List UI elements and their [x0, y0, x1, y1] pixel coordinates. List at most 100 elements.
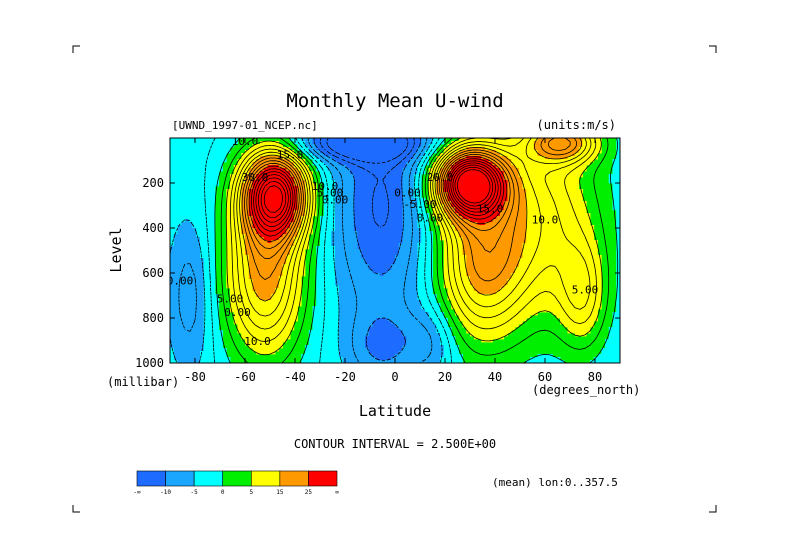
contour-fill-cell: [503, 258, 508, 262]
contour-fill-cell: [507, 228, 512, 232]
contour-fill-cell: [323, 186, 328, 190]
contour-fill-cell: [545, 150, 550, 154]
contour-fill-cell: [537, 177, 542, 181]
contour-fill-cell: [575, 171, 580, 175]
contour-fill-cell: [263, 273, 268, 277]
contour-fill-cell: [548, 156, 553, 160]
contour-fill-cell: [481, 237, 486, 241]
contour-fill-cell: [402, 207, 407, 211]
contour-fill-cell: [485, 267, 490, 271]
contour-fill-cell: [338, 246, 343, 250]
contour-fill-cell: [391, 261, 396, 265]
contour-fill-cell: [361, 201, 366, 205]
contour-fill-cell: [185, 270, 190, 274]
contour-fill-cell: [541, 201, 546, 205]
contour-fill-cell: [436, 189, 441, 193]
contour-fill-cell: [278, 231, 283, 235]
contour-fill-cell: [511, 153, 516, 157]
contour-fill-cell: [593, 153, 598, 157]
contour-fill-cell: [278, 153, 283, 157]
contour-fill-cell: [406, 276, 411, 280]
contour-fill-cell: [282, 156, 287, 160]
contour-fill-cell: [462, 141, 467, 145]
contour-fill-cell: [237, 228, 242, 232]
contour-fill-cell: [196, 231, 201, 235]
contour-fill-cell: [522, 183, 527, 187]
contour-fill-cell: [200, 138, 205, 142]
contour-fill-cell: [406, 267, 411, 271]
contour-fill-cell: [530, 168, 535, 172]
contour-fill-cell: [522, 138, 527, 142]
contour-fill-cell: [245, 159, 250, 163]
contour-fill-cell: [503, 207, 508, 211]
contour-fill-cell: [515, 195, 520, 199]
contour-fill-cell: [203, 225, 208, 229]
contour-fill-cell: [590, 252, 595, 256]
contour-fill-cell: [391, 258, 396, 262]
contour-fill-cell: [353, 243, 358, 247]
contour-fill-cell: [185, 141, 190, 145]
contour-fill-cell: [248, 204, 253, 208]
contour-fill-cell: [398, 183, 403, 187]
contour-fill-cell: [346, 231, 351, 235]
contour-fill-cell: [237, 267, 242, 271]
contour-fill-cell: [256, 156, 261, 160]
contour-fill-cell: [335, 195, 340, 199]
contour-fill-cell: [455, 231, 460, 235]
contour-fill-cell: [496, 231, 501, 235]
contour-fill-cell: [417, 177, 422, 181]
contour-fill-cell: [616, 246, 620, 250]
contour-fill-cell: [563, 261, 568, 265]
contour-fill-cell: [575, 255, 580, 259]
contour-fill-cell: [387, 150, 392, 154]
contour-fill-cell: [357, 258, 362, 262]
contour-fill-cell: [327, 150, 332, 154]
contour-fill-cell: [200, 177, 205, 181]
contour-fill-cell: [533, 213, 538, 217]
contour-fill-cell: [335, 150, 340, 154]
contour-fill-cell: [481, 267, 486, 271]
contour-fill-cell: [372, 276, 377, 280]
contour-fill-cell: [350, 210, 355, 214]
contour-fill-cell: [496, 276, 501, 280]
contour-fill-cell: [447, 273, 452, 277]
contour-fill-cell: [425, 264, 430, 268]
contour-fill-cell: [533, 204, 538, 208]
contour-fill-cell: [481, 138, 486, 142]
contour-fill-cell: [271, 273, 276, 277]
contour-fill-cell: [380, 195, 385, 199]
contour-fill-cell: [545, 267, 550, 271]
contour-fill-cell: [470, 219, 475, 223]
contour-fill-cell: [263, 153, 268, 157]
contour-fill-cell: [331, 270, 336, 274]
contour-fill-cell: [181, 186, 186, 190]
contour-fill-cell: [260, 168, 265, 172]
contour-fill-cell: [305, 180, 310, 184]
contour-fill-cell: [372, 213, 377, 217]
contour-fill-cell: [342, 216, 347, 220]
contour-fill-cell: [233, 243, 238, 247]
contour-fill-cell: [443, 165, 448, 169]
contour-fill-cell: [368, 216, 373, 220]
contour-fill-cell: [192, 201, 197, 205]
contour-fill-cell: [185, 144, 190, 148]
contour-fill-cell: [537, 273, 542, 277]
contour-fill-cell: [387, 186, 392, 190]
contour-fill-cell: [305, 171, 310, 175]
contour-fill-cell: [293, 195, 298, 199]
contour-fill-cell: [368, 276, 373, 280]
contour-fill-cell: [515, 138, 520, 142]
contour-fill-cell: [380, 276, 385, 280]
contour-fill-cell: [533, 177, 538, 181]
contour-fill-cell: [196, 279, 201, 283]
contour-fill-cell: [365, 186, 370, 190]
contour-fill-cell: [361, 252, 366, 256]
contour-fill-cell: [447, 225, 452, 229]
contour-fill-cell: [361, 138, 366, 142]
contour-fill-cell: [590, 144, 595, 148]
contour-fill-cell: [567, 255, 572, 259]
contour-fill-cell: [237, 249, 242, 253]
contour-fill-cell: [376, 207, 381, 211]
contour-fill-cell: [173, 255, 178, 259]
contour-fill-cell: [173, 207, 178, 211]
